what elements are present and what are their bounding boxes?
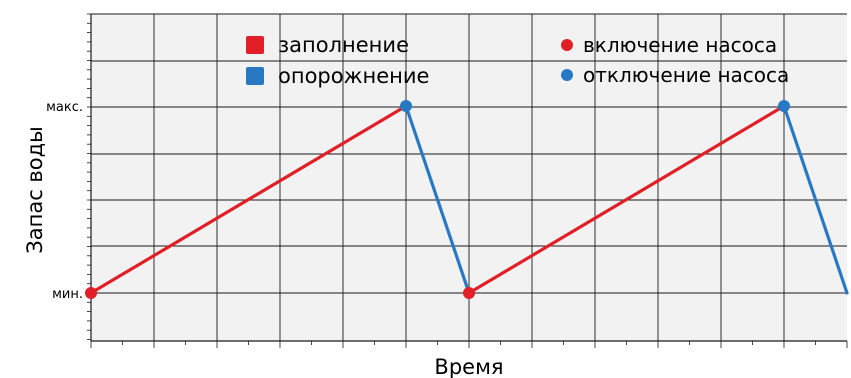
legend-dot-pump_on (561, 39, 573, 51)
legend-dot-pump_off (561, 69, 573, 81)
y-axis-title: Запас воды (23, 126, 47, 253)
pump-on-point (85, 287, 97, 299)
drain-segment (404, 104, 471, 295)
series-lines (89, 104, 849, 295)
pump-off-point (400, 100, 412, 112)
legend-label-fill: заполнение (278, 33, 409, 57)
axes (87, 13, 848, 348)
y-tick-label: мин. (52, 287, 83, 302)
drain-segment (782, 104, 849, 295)
fill-segment (467, 104, 786, 295)
legend-label-pump_on: включение насоса (583, 33, 777, 57)
legend: заполнение опорожнение включение насоса отк… (246, 33, 789, 88)
pump-off-point (778, 100, 790, 112)
legend-label-drain: опорожнение (278, 64, 429, 88)
legend-square-fill (246, 36, 264, 54)
x-axis-title: Время (434, 355, 503, 378)
event-points (85, 100, 790, 299)
legend-label-pump_off: отключение насоса (583, 63, 789, 87)
grid (91, 13, 847, 341)
legend-square-drain (246, 67, 264, 85)
pump-on-point (463, 287, 475, 299)
axis-labels: мин. макс. Время Запас воды (23, 100, 504, 378)
fill-segment (89, 104, 408, 295)
y-tick-label: макс. (46, 100, 83, 115)
